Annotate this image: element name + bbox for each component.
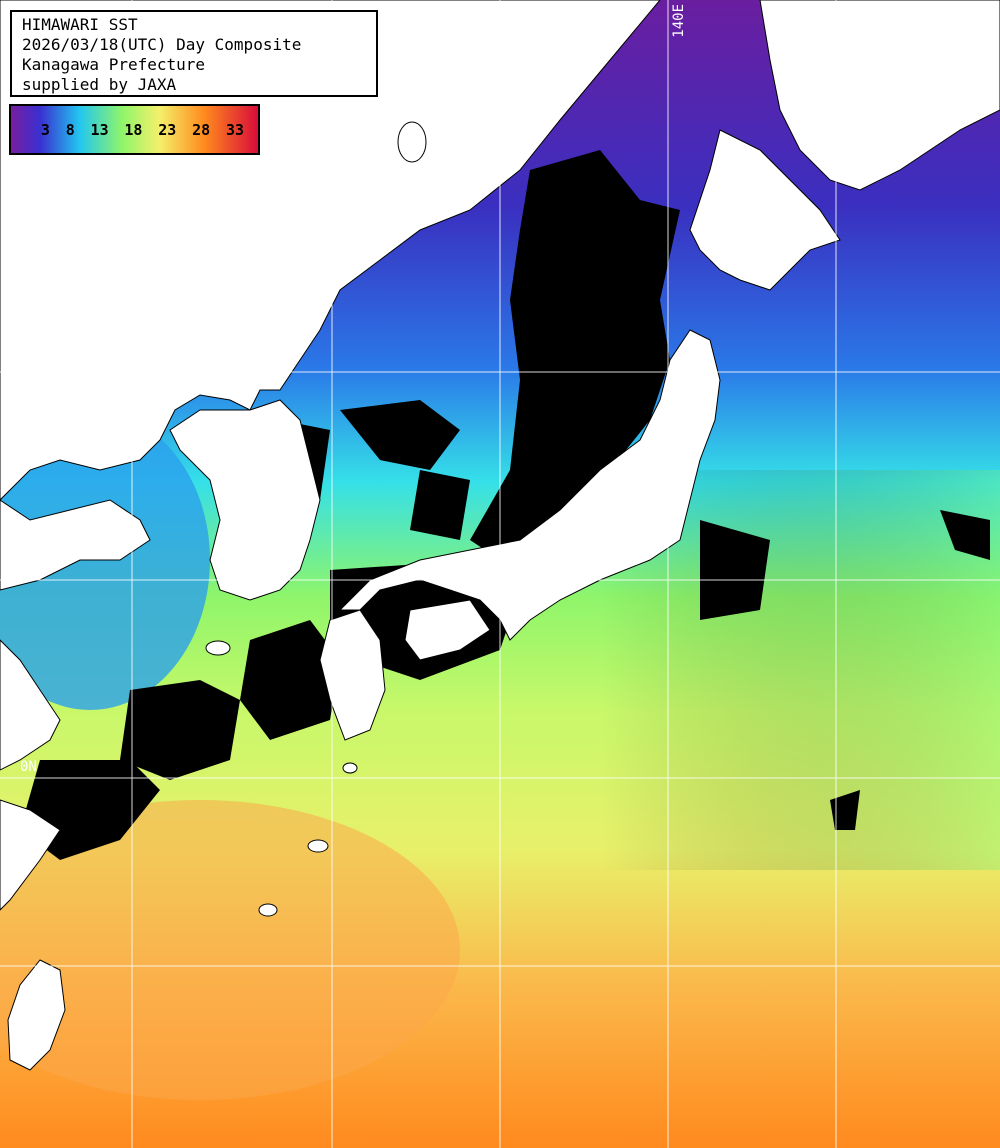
shandong-coast <box>0 499 151 591</box>
hokkaido <box>689 129 841 291</box>
colorbar-gradient <box>10 105 259 154</box>
colorbar-tick: 28 <box>192 120 211 139</box>
issuer: Kanagawa Prefecture <box>22 55 206 74</box>
warm-water-southwest <box>0 800 460 1100</box>
latitude-label-south: 0N <box>20 759 37 775</box>
colorbar-tick: 33 <box>225 120 245 139</box>
product-title: HIMAWARI SST <box>22 15 138 34</box>
colorbar-tick: 13 <box>90 120 109 139</box>
ryukyu-island-2 <box>258 903 278 917</box>
ryukyu-island-3 <box>342 762 358 774</box>
sado-island <box>397 121 427 163</box>
korean-peninsula <box>169 399 321 601</box>
honshu <box>338 329 721 641</box>
colorbar-tick: 3 <box>40 120 50 139</box>
temperature-colorbar: 3 8 13 18 23 28 33 <box>9 104 260 155</box>
map-title-box: HIMAWARI SST 2026/03/18(UTC) Day Composi… <box>10 10 378 97</box>
data-supplier: supplied by JAXA <box>22 75 177 94</box>
colorbar-tick: 8 <box>65 120 75 139</box>
colorbar-tick: 23 <box>158 120 177 139</box>
sakhalin-coast <box>759 0 1000 191</box>
jeju-island <box>205 640 231 656</box>
latitude-label: 40N <box>8 352 34 368</box>
colorbar-tick: 18 <box>124 120 143 139</box>
china-southeast <box>0 799 61 911</box>
china-coast <box>0 639 61 771</box>
ryukyu-island-1 <box>307 839 329 853</box>
longitude-label: 140E <box>671 4 687 38</box>
shikoku <box>404 599 491 661</box>
kyushu <box>319 609 386 741</box>
taiwan <box>7 959 66 1071</box>
composite-date: 2026/03/18(UTC) Day Composite <box>22 35 302 54</box>
